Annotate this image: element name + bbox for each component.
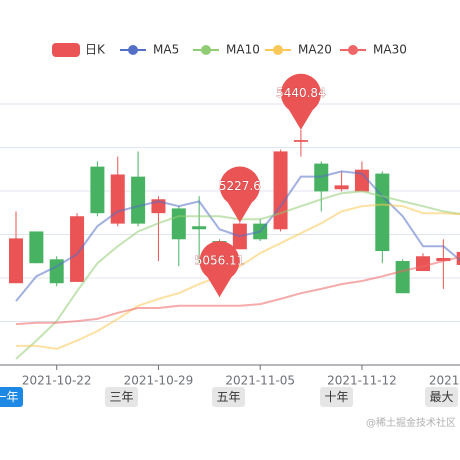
mark-pin (219, 166, 260, 223)
candle-body (9, 238, 23, 284)
candle-body (416, 256, 430, 272)
range-button-bg (105, 387, 138, 407)
candle-body (436, 257, 451, 262)
x-tick-label: 2021-11-05 (225, 374, 295, 388)
legend-icon (128, 45, 138, 55)
legend-icon (201, 45, 211, 55)
range-button-label: 最大 (429, 390, 453, 404)
range-button[interactable]: 最大 (425, 387, 458, 407)
candle-body (171, 208, 186, 240)
range-button[interactable]: 十年 (320, 387, 353, 407)
range-button-bg (212, 387, 245, 407)
mark-label: 5227.6 (219, 179, 261, 193)
range-button-label: 十年 (324, 390, 348, 404)
range-button-label: 一年 (0, 390, 19, 404)
range-button[interactable]: 一年 (0, 387, 23, 407)
legend-icon (273, 45, 283, 55)
candle-body (334, 185, 349, 190)
range-button[interactable]: 五年 (212, 387, 245, 407)
x-tick-label: 2021-10-29 (124, 374, 194, 388)
range-button-label: 五年 (216, 390, 240, 404)
ma-line (15, 256, 460, 326)
range-button-bg (425, 387, 458, 407)
watermark: @稀土掘金技术社区 (366, 416, 456, 429)
candle-body (354, 169, 369, 192)
candle-body (192, 226, 207, 230)
range-button-bg (0, 387, 23, 407)
x-tick-label: 2021-10-22 (22, 374, 92, 388)
legend-icon (52, 43, 80, 57)
candle-body (395, 261, 410, 294)
range-button-bg (320, 387, 353, 407)
mark-label: 5056.11 (195, 254, 245, 268)
candle-body (70, 216, 85, 282)
mark-pin (199, 241, 240, 298)
mark-label: 5440.84 (276, 86, 326, 100)
candle-body (293, 140, 308, 142)
mark-pin (280, 73, 321, 130)
legend-label: MA30 (373, 43, 407, 57)
candle-body (131, 176, 146, 224)
legend-label: 日K (85, 43, 106, 57)
candle-body (29, 231, 44, 264)
range-button[interactable]: 三年 (105, 387, 138, 407)
range-button-label: 三年 (109, 390, 133, 404)
ma-line (16, 203, 460, 350)
legend-label: MA10 (226, 43, 260, 57)
x-tick-label: 2021-11-12 (327, 374, 397, 388)
x-tick-label: 2021-11-19 (429, 374, 460, 388)
legend-icon (348, 45, 358, 55)
legend-label: MA5 (153, 43, 179, 57)
ma-line (15, 170, 460, 302)
candle-body (375, 173, 390, 252)
candle-body (110, 174, 125, 224)
candle-body (90, 166, 105, 214)
legend-label: MA20 (298, 43, 332, 57)
candle-body (273, 151, 288, 230)
